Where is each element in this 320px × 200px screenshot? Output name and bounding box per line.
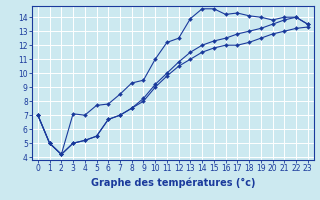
X-axis label: Graphe des températures (°c): Graphe des températures (°c) bbox=[91, 177, 255, 188]
